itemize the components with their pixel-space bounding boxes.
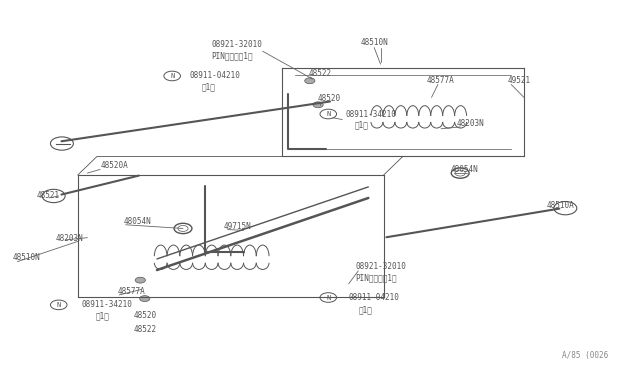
Text: 48510A: 48510A (546, 201, 574, 210)
Text: 48203N: 48203N (457, 119, 484, 128)
Text: （1）: （1） (96, 311, 109, 320)
Text: （1）: （1） (358, 305, 372, 314)
Text: PINビン　（1）: PINビン （1） (212, 52, 253, 61)
Text: 48203N: 48203N (56, 234, 83, 243)
Text: 48510N: 48510N (13, 253, 40, 263)
Text: 48522: 48522 (134, 325, 157, 334)
Circle shape (135, 277, 145, 283)
Text: 48054N: 48054N (451, 165, 478, 174)
Text: N: N (56, 302, 61, 308)
Text: （1）: （1） (202, 83, 216, 92)
Text: 08911-34210: 08911-34210 (81, 300, 132, 310)
Text: （1）: （1） (355, 121, 369, 129)
Text: N: N (326, 111, 330, 117)
Text: 48520: 48520 (317, 94, 340, 103)
Circle shape (305, 78, 315, 84)
Text: 08921-32010: 08921-32010 (355, 262, 406, 271)
Circle shape (313, 102, 323, 108)
Text: PINビン　（1）: PINビン （1） (355, 273, 397, 282)
Text: 49521: 49521 (508, 76, 531, 85)
Text: 49715N: 49715N (223, 222, 251, 231)
Text: 48521: 48521 (36, 191, 60, 200)
Text: 48520A: 48520A (100, 161, 128, 170)
Text: 48522: 48522 (308, 69, 332, 78)
Text: 48054N: 48054N (124, 217, 152, 226)
Text: 48510N: 48510N (360, 38, 388, 46)
Text: 08911-34210: 08911-34210 (346, 109, 396, 119)
Text: 48520: 48520 (134, 311, 157, 320)
Text: 08911-04210: 08911-04210 (189, 71, 240, 80)
Text: 48577A: 48577A (427, 76, 455, 85)
Text: 48577A: 48577A (118, 287, 146, 296)
Text: A/85 (0026: A/85 (0026 (562, 350, 609, 359)
Text: N: N (170, 73, 174, 79)
Text: N: N (326, 295, 330, 301)
Circle shape (140, 296, 150, 302)
Text: 08911-04210: 08911-04210 (349, 293, 399, 302)
Text: 08921-32010: 08921-32010 (212, 41, 262, 49)
